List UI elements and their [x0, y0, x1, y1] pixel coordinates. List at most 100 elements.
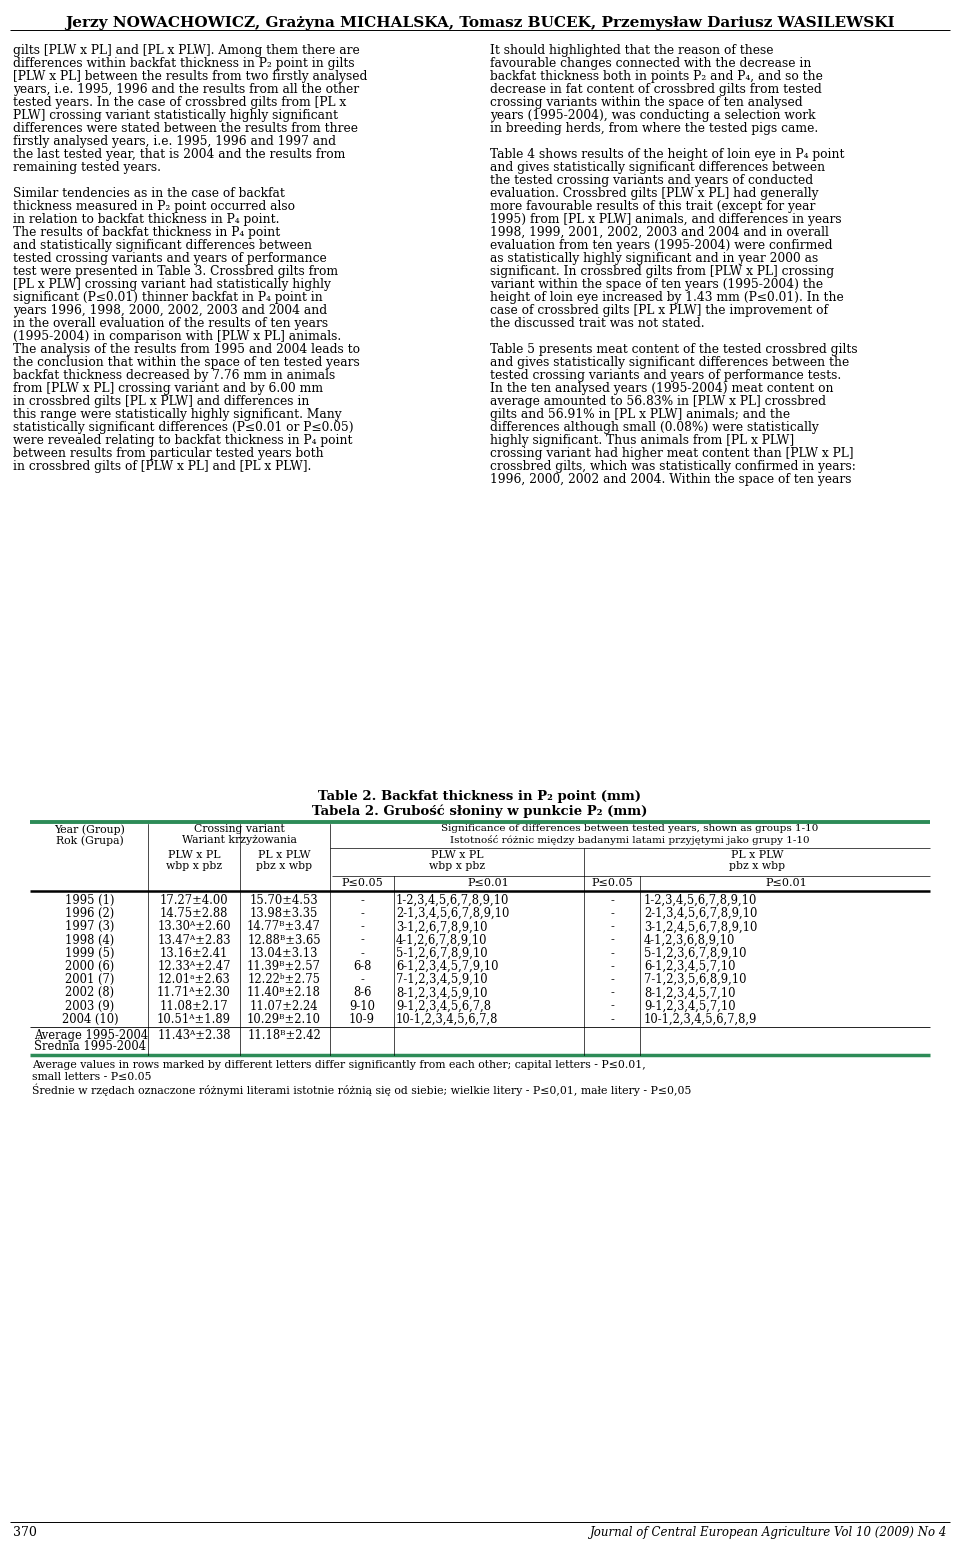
Text: 17.27±4.00: 17.27±4.00 — [159, 894, 228, 906]
Text: 5-1,2,3,6,7,8,9,10: 5-1,2,3,6,7,8,9,10 — [644, 947, 747, 959]
Text: -: - — [360, 894, 364, 906]
Text: 8-1,2,3,4,5,9,10: 8-1,2,3,4,5,9,10 — [396, 987, 488, 999]
Text: 2003 (9): 2003 (9) — [65, 999, 114, 1012]
Text: 3-1,2,6,7,8,9,10: 3-1,2,6,7,8,9,10 — [396, 920, 488, 933]
Text: 6-1,2,3,4,5,7,10: 6-1,2,3,4,5,7,10 — [644, 961, 735, 973]
Text: 9-1,2,3,4,5,6,7,8: 9-1,2,3,4,5,6,7,8 — [396, 999, 491, 1012]
Text: 1995 (1): 1995 (1) — [65, 894, 115, 906]
Text: 2001 (7): 2001 (7) — [65, 973, 114, 986]
Text: differences were stated between the results from three: differences were stated between the resu… — [13, 123, 358, 135]
Text: case of crossbred gilts [PL x PLW] the improvement of: case of crossbred gilts [PL x PLW] the i… — [490, 304, 828, 317]
Text: pbz x wbp: pbz x wbp — [256, 861, 312, 871]
Text: Średnie w rzędach oznaczone różnymi literami istotnie różnią się od siebie; wiel: Średnie w rzędach oznaczone różnymi lite… — [32, 1083, 691, 1097]
Text: 10.51ᴬ±1.89: 10.51ᴬ±1.89 — [157, 1013, 231, 1026]
Text: in the overall evaluation of the results of ten years: in the overall evaluation of the results… — [13, 317, 328, 331]
Text: years (1995-2004), was conducting a selection work: years (1995-2004), was conducting a sele… — [490, 109, 815, 123]
Text: 7-1,2,3,5,6,8,9,10: 7-1,2,3,5,6,8,9,10 — [644, 973, 747, 986]
Text: differences although small (0.08%) were statistically: differences although small (0.08%) were … — [490, 421, 819, 435]
Text: gilts and 56.91% in [PL x PLW] animals; and the: gilts and 56.91% in [PL x PLW] animals; … — [490, 408, 790, 421]
Text: 5-1,2,6,7,8,9,10: 5-1,2,6,7,8,9,10 — [396, 947, 488, 959]
Text: 1-2,3,4,5,6,7,8,9,10: 1-2,3,4,5,6,7,8,9,10 — [644, 894, 757, 906]
Text: the discussed trait was not stated.: the discussed trait was not stated. — [490, 317, 705, 331]
Text: -: - — [610, 920, 614, 933]
Text: variant within the space of ten years (1995-2004) the: variant within the space of ten years (1… — [490, 278, 823, 292]
Text: Journal of Central European Agriculture Vol 10 (2009) No 4: Journal of Central European Agriculture … — [589, 1526, 947, 1540]
Text: 11.39ᴮ±2.57: 11.39ᴮ±2.57 — [247, 961, 321, 973]
Text: 11.07±2.24: 11.07±2.24 — [250, 999, 319, 1012]
Text: 1999 (5): 1999 (5) — [65, 947, 115, 959]
Text: significant (P≤0.01) thinner backfat in P₄ point in: significant (P≤0.01) thinner backfat in … — [13, 292, 323, 304]
Text: 11.71ᴬ±2.30: 11.71ᴬ±2.30 — [157, 987, 231, 999]
Text: Average values in rows marked by different letters differ significantly from eac: Average values in rows marked by differe… — [32, 1060, 646, 1069]
Text: 12.88ᴮ±3.65: 12.88ᴮ±3.65 — [247, 934, 321, 947]
Text: highly significant. Thus animals from [PL x PLW]: highly significant. Thus animals from [P… — [490, 435, 794, 447]
Text: crossbred gilts, which was statistically confirmed in years:: crossbred gilts, which was statistically… — [490, 459, 856, 473]
Text: P≤0.05: P≤0.05 — [591, 878, 633, 888]
Text: Rok (Grupa): Rok (Grupa) — [56, 835, 124, 846]
Text: the conclusion that within the space of ten tested years: the conclusion that within the space of … — [13, 355, 360, 369]
Text: average amounted to 56.83% in [PLW x PL] crossbred: average amounted to 56.83% in [PLW x PL]… — [490, 396, 826, 408]
Text: It should highlighted that the reason of these: It should highlighted that the reason of… — [490, 43, 774, 57]
Text: crossing variants within the space of ten analysed: crossing variants within the space of te… — [490, 96, 803, 109]
Text: evaluation. Crossbred gilts [PLW x PL] had generally: evaluation. Crossbred gilts [PLW x PL] h… — [490, 186, 819, 200]
Text: 6-8: 6-8 — [353, 961, 372, 973]
Text: 11.40ᴮ±2.18: 11.40ᴮ±2.18 — [247, 987, 321, 999]
Text: 1997 (3): 1997 (3) — [65, 920, 114, 933]
Text: Tabela 2. Grubość słoniny w punkcie P₂ (mm): Tabela 2. Grubość słoniny w punkcie P₂ (… — [312, 805, 648, 818]
Text: 3-1,2,4,5,6,7,8,9,10: 3-1,2,4,5,6,7,8,9,10 — [644, 920, 757, 933]
Text: 11.08±2.17: 11.08±2.17 — [159, 999, 228, 1012]
Text: 2004 (10): 2004 (10) — [61, 1013, 118, 1026]
Text: and gives statistically significant differences between: and gives statistically significant diff… — [490, 161, 826, 174]
Text: 9-1,2,3,4,5,7,10: 9-1,2,3,4,5,7,10 — [644, 999, 735, 1012]
Text: The analysis of the results from 1995 and 2004 leads to: The analysis of the results from 1995 an… — [13, 343, 360, 355]
Text: 13.47ᴬ±2.83: 13.47ᴬ±2.83 — [157, 934, 230, 947]
Text: 10-1,2,3,4,5,6,7,8: 10-1,2,3,4,5,6,7,8 — [396, 1013, 498, 1026]
Text: between results from particular tested years both: between results from particular tested y… — [13, 447, 324, 459]
Text: -: - — [610, 908, 614, 920]
Text: Table 5 presents meat content of the tested crossbred gilts: Table 5 presents meat content of the tes… — [490, 343, 857, 355]
Text: 12.22ᵇ±2.75: 12.22ᵇ±2.75 — [248, 973, 321, 986]
Text: small letters - P≤0.05: small letters - P≤0.05 — [32, 1072, 152, 1082]
Text: 9-10: 9-10 — [349, 999, 375, 1012]
Text: 4-1,2,6,7,8,9,10: 4-1,2,6,7,8,9,10 — [396, 934, 488, 947]
Text: in breeding herds, from where the tested pigs came.: in breeding herds, from where the tested… — [490, 123, 818, 135]
Text: statistically significant differences (P≤0.01 or P≤0.05): statistically significant differences (P… — [13, 421, 353, 435]
Text: PL x PLW: PL x PLW — [257, 850, 310, 860]
Text: Year (Group): Year (Group) — [55, 824, 126, 835]
Text: height of loin eye increased by 1.43 mm (P≤0.01). In the: height of loin eye increased by 1.43 mm … — [490, 292, 844, 304]
Text: were revealed relating to backfat thickness in P₄ point: were revealed relating to backfat thickn… — [13, 435, 352, 447]
Text: Jerzy NOWACHOWICZ, Grażyna MICHALSKA, Tomasz BUCEK, Przemysław Dariusz WASILEWSK: Jerzy NOWACHOWICZ, Grażyna MICHALSKA, To… — [65, 16, 895, 29]
Text: and gives statistically significant differences between the: and gives statistically significant diff… — [490, 355, 850, 369]
Text: P≤0.01: P≤0.01 — [468, 878, 509, 888]
Text: PLW] crossing variant statistically highly significant: PLW] crossing variant statistically high… — [13, 109, 338, 123]
Text: -: - — [610, 973, 614, 986]
Text: -: - — [610, 934, 614, 947]
Text: from [PLW x PL] crossing variant and by 6.00 mm: from [PLW x PL] crossing variant and by … — [13, 382, 324, 396]
Text: -: - — [360, 947, 364, 959]
Text: 7-1,2,3,4,5,9,10: 7-1,2,3,4,5,9,10 — [396, 973, 488, 986]
Text: -: - — [360, 934, 364, 947]
Text: -: - — [610, 961, 614, 973]
Text: 13.16±2.41: 13.16±2.41 — [159, 947, 228, 959]
Text: differences within backfat thickness in P₂ point in gilts: differences within backfat thickness in … — [13, 57, 354, 70]
Text: 2000 (6): 2000 (6) — [65, 961, 114, 973]
Text: -: - — [610, 987, 614, 999]
Text: favourable changes connected with the decrease in: favourable changes connected with the de… — [490, 57, 811, 70]
Text: 10-9: 10-9 — [349, 1013, 375, 1026]
Text: Table 2. Backfat thickness in P₂ point (mm): Table 2. Backfat thickness in P₂ point (… — [319, 790, 641, 802]
Text: Crossing variant: Crossing variant — [194, 824, 284, 833]
Text: P≤0.01: P≤0.01 — [765, 878, 806, 888]
Text: 12.33ᴬ±2.47: 12.33ᴬ±2.47 — [157, 961, 230, 973]
Text: as statistically highly significant and in year 2000 as: as statistically highly significant and … — [490, 251, 818, 265]
Text: PLW x PL: PLW x PL — [431, 850, 483, 860]
Text: 10.29ᴮ±2.10: 10.29ᴮ±2.10 — [247, 1013, 321, 1026]
Text: 11.43ᴬ±2.38: 11.43ᴬ±2.38 — [157, 1029, 230, 1041]
Text: 2002 (8): 2002 (8) — [65, 987, 114, 999]
Text: 1998, 1999, 2001, 2002, 2003 and 2004 and in overall: 1998, 1999, 2001, 2002, 2003 and 2004 an… — [490, 227, 828, 239]
Text: 15.70±4.53: 15.70±4.53 — [250, 894, 319, 906]
Text: P≤0.05: P≤0.05 — [341, 878, 383, 888]
Text: Significance of differences between tested years, shown as groups 1-10: Significance of differences between test… — [442, 824, 819, 833]
Text: remaining tested years.: remaining tested years. — [13, 161, 161, 174]
Text: test were presented in Table 3. Crossbred gilts from: test were presented in Table 3. Crossbre… — [13, 265, 338, 278]
Text: 4-1,2,3,6,8,9,10: 4-1,2,3,6,8,9,10 — [644, 934, 735, 947]
